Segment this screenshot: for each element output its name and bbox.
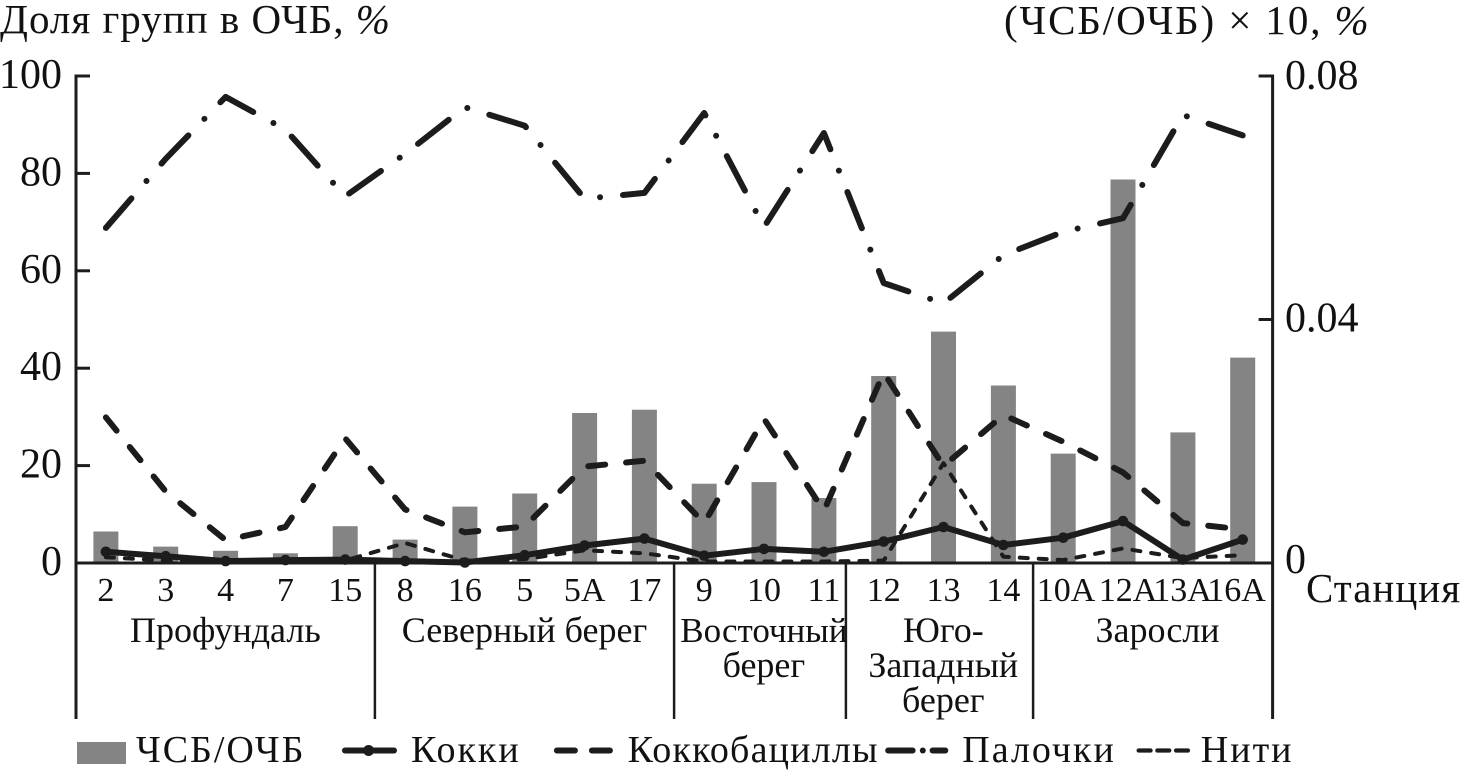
- svg-text:4: 4: [217, 572, 234, 609]
- svg-text:берег: берег: [902, 680, 985, 720]
- svg-text:Нити: Нити: [1201, 729, 1294, 771]
- svg-text:0.08: 0.08: [1285, 53, 1359, 99]
- svg-text:Коккобациллы: Коккобациллы: [628, 729, 879, 771]
- svg-text:80: 80: [20, 149, 62, 195]
- svg-text:0: 0: [41, 539, 62, 585]
- svg-text:Палочки: Палочки: [962, 729, 1116, 771]
- svg-text:5А: 5А: [564, 572, 606, 609]
- svg-text:16А: 16А: [1207, 572, 1266, 609]
- svg-text:3: 3: [157, 572, 174, 609]
- svg-text:берег: берег: [723, 645, 806, 685]
- svg-text:0.04: 0.04: [1285, 296, 1359, 342]
- svg-text:13: 13: [927, 572, 961, 609]
- svg-text:2: 2: [97, 572, 114, 609]
- svg-text:12А: 12А: [1099, 572, 1158, 609]
- svg-text:Юго-: Юго-: [903, 610, 984, 650]
- svg-text:9: 9: [696, 572, 713, 609]
- svg-text:Северный берег: Северный берег: [402, 610, 647, 650]
- svg-text:Доля групп в ОЧБ, %: Доля групп в ОЧБ, %: [0, 0, 391, 42]
- svg-text:Профундаль: Профундаль: [130, 610, 321, 650]
- svg-text:Заросли: Заросли: [1095, 610, 1219, 650]
- svg-text:17: 17: [627, 572, 661, 609]
- svg-text:11: 11: [808, 572, 841, 609]
- svg-text:Восточный: Восточный: [680, 611, 847, 650]
- svg-text:12: 12: [867, 572, 901, 609]
- svg-text:15: 15: [328, 572, 362, 609]
- svg-text:40: 40: [20, 344, 62, 390]
- svg-text:13А: 13А: [1153, 572, 1212, 609]
- svg-text:Западный: Западный: [868, 645, 1018, 685]
- svg-text:10: 10: [747, 572, 781, 609]
- svg-text:0: 0: [1285, 537, 1306, 583]
- svg-text:10А: 10А: [1037, 572, 1096, 609]
- svg-text:ЧСБ/ОЧБ: ЧСБ/ОЧБ: [136, 729, 305, 771]
- svg-text:60: 60: [20, 247, 62, 293]
- svg-text:100: 100: [0, 52, 62, 98]
- svg-text:8: 8: [397, 572, 414, 609]
- svg-text:5: 5: [516, 572, 533, 609]
- svg-text:(ЧСБ/ОЧБ) × 10, %: (ЧСБ/ОЧБ) × 10, %: [1004, 0, 1371, 43]
- svg-text:Станция: Станция: [1306, 565, 1461, 611]
- svg-text:16: 16: [448, 572, 482, 609]
- svg-text:14: 14: [986, 572, 1020, 609]
- svg-text:Кокки: Кокки: [411, 729, 521, 771]
- svg-text:7: 7: [277, 572, 294, 609]
- svg-text:20: 20: [20, 442, 62, 488]
